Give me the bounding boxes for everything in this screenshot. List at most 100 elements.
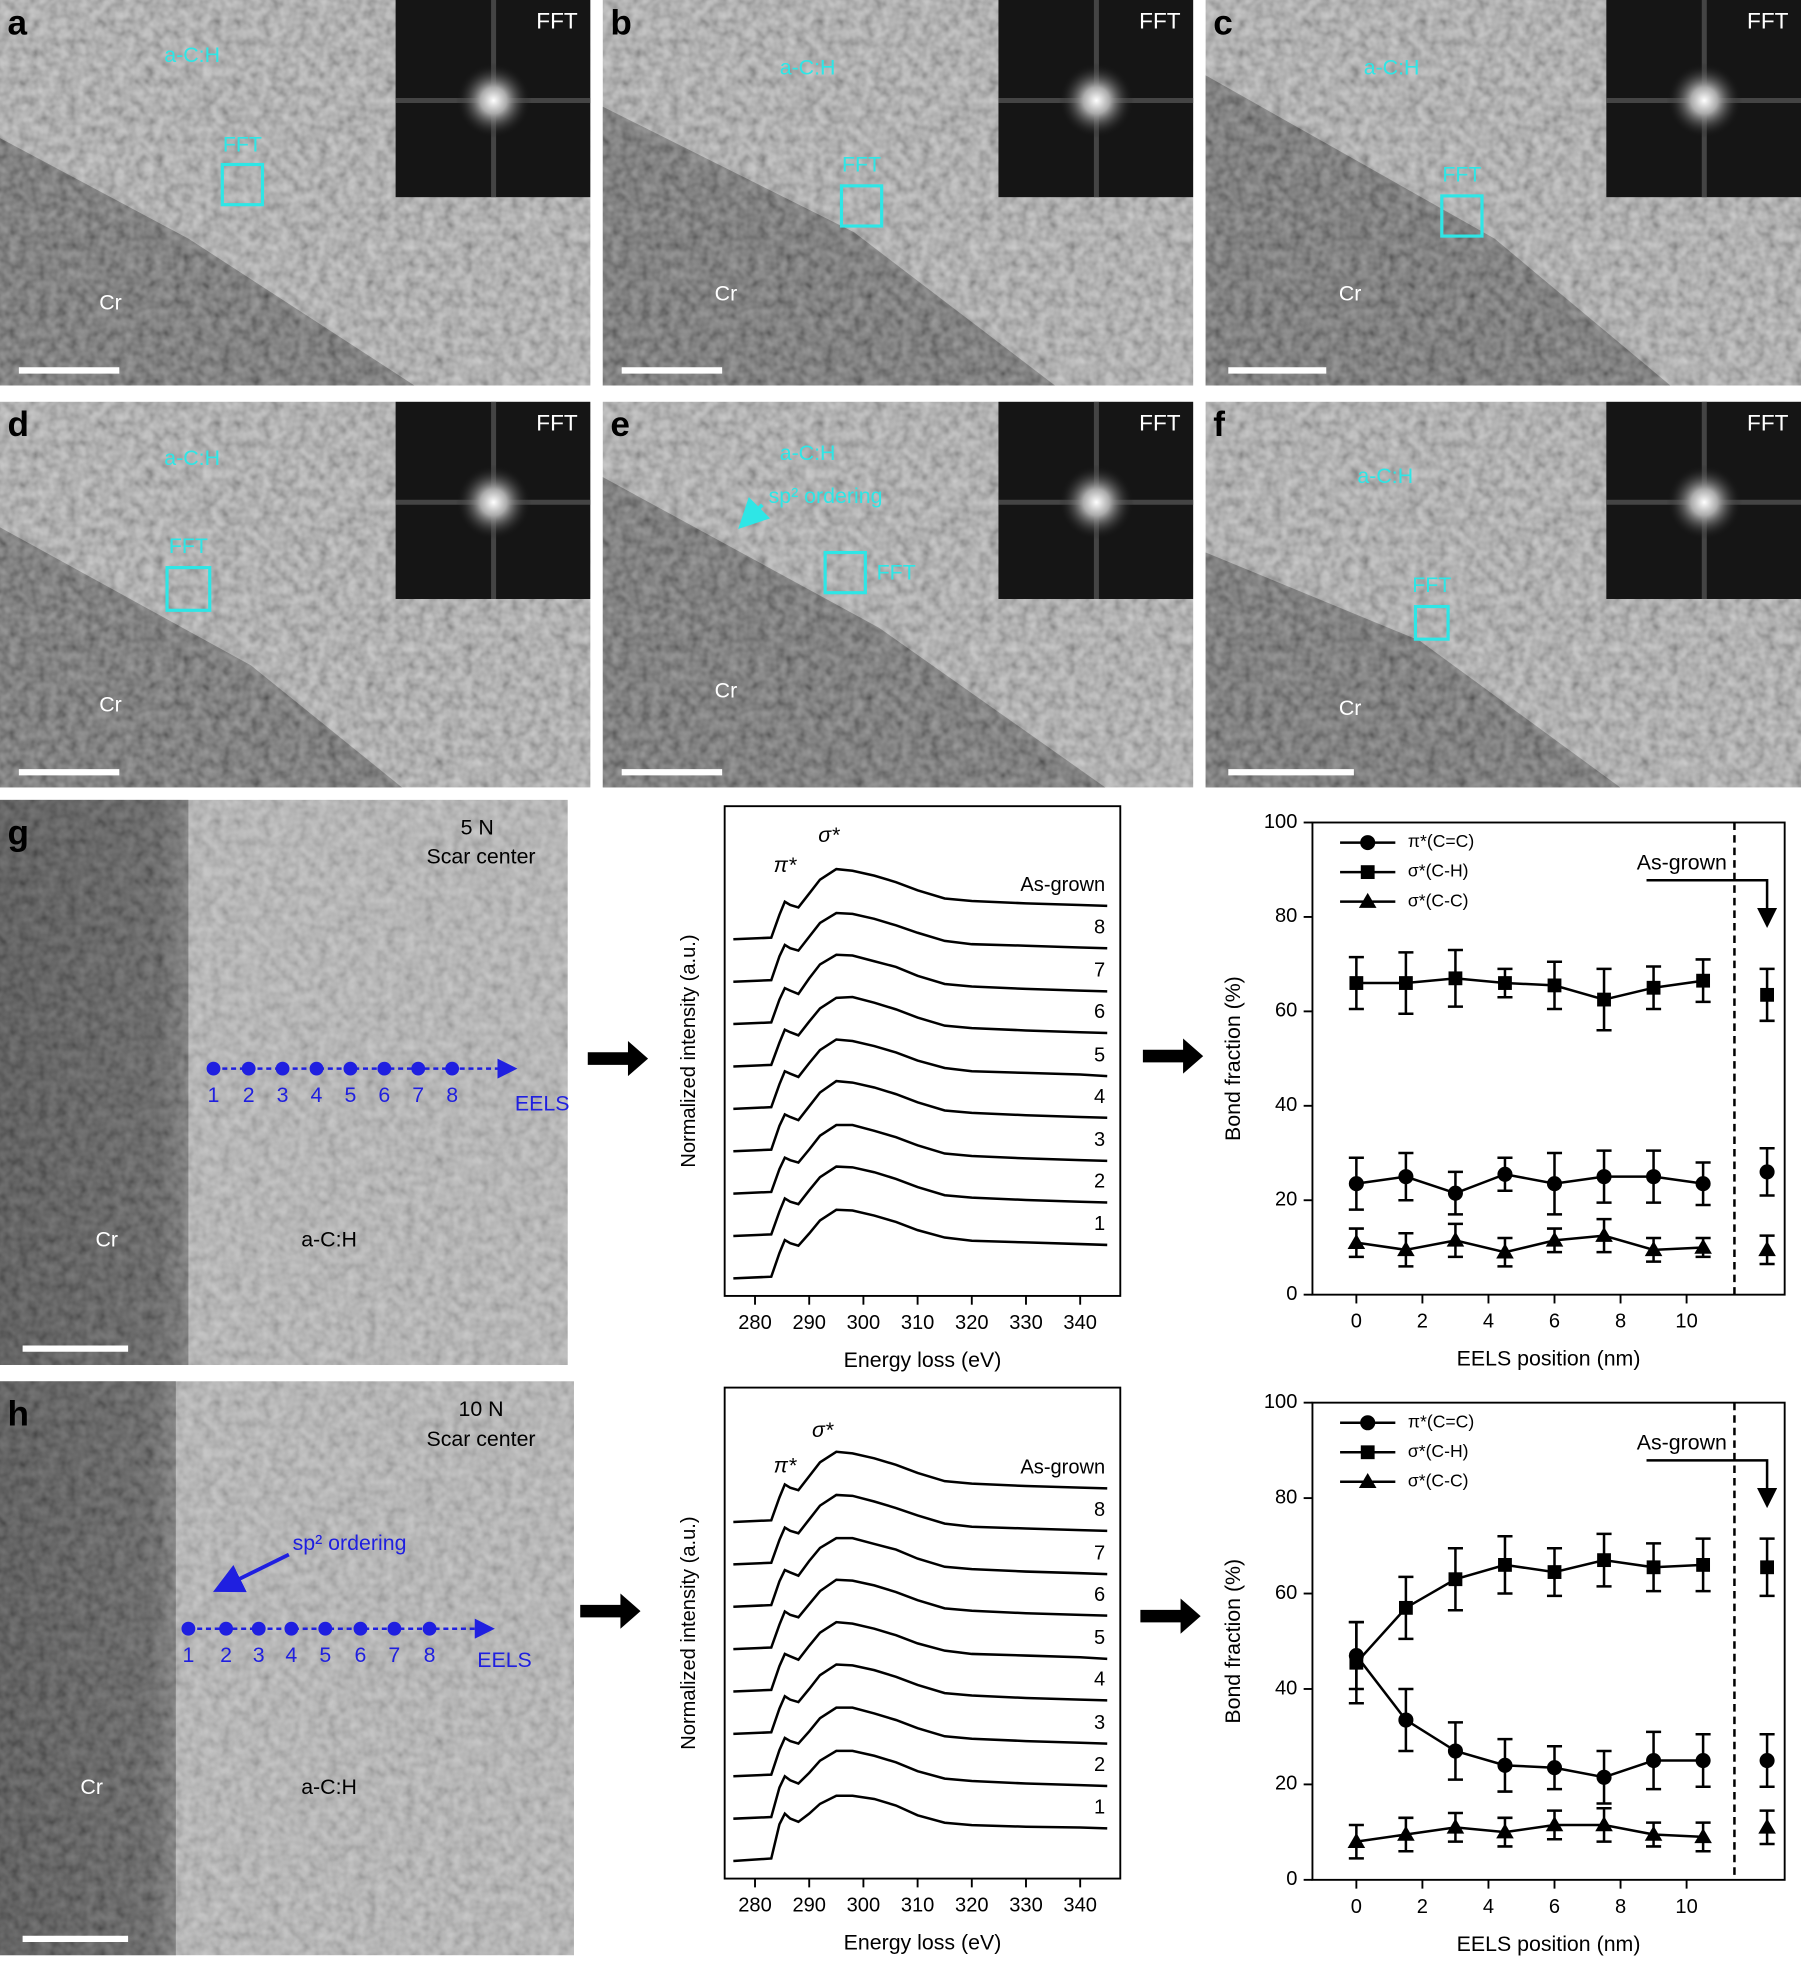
series-line	[1356, 1172, 1704, 1195]
marker	[1760, 1560, 1774, 1575]
substrate-label: Cr	[715, 282, 738, 306]
fft-spot	[1666, 62, 1742, 139]
eels-point-label: 3	[277, 1083, 289, 1107]
marker	[1759, 1753, 1775, 1769]
x-tick-label: 4	[1483, 1311, 1494, 1333]
spectrum-label: 8	[1094, 1499, 1105, 1521]
marker	[1547, 978, 1562, 993]
panel-label: e	[610, 405, 630, 444]
plot-frame	[1311, 1401, 1786, 1881]
spectrum	[733, 1749, 1108, 1820]
marker	[1498, 976, 1512, 990]
tem-panel: FFT a a-C:H FFT Cr	[0, 0, 591, 386]
eels-arrow-label: EELS	[515, 1092, 570, 1116]
spectrum	[733, 1208, 1108, 1280]
tem-panel: FFT d a-C:H FFT Cr	[0, 401, 591, 788]
tem-panel: FFT e a-C:H FFT Cr sp² ordering	[602, 401, 1194, 788]
fft-spot	[1058, 62, 1135, 139]
spectrum-label: 2	[1094, 1171, 1105, 1193]
plot-frame	[723, 1386, 1122, 1880]
y-axis-label: Bond fraction (%)	[1221, 976, 1245, 1141]
eels-point	[181, 1621, 196, 1636]
x-tick-label: 320	[955, 1895, 989, 1917]
panel-label: c	[1213, 3, 1233, 42]
panel-label: a	[8, 3, 28, 42]
legend-label: σ*(C-C)	[1408, 890, 1469, 910]
panel-label: g	[8, 813, 29, 852]
y-tick-label: 60	[1275, 1000, 1297, 1022]
marker	[1447, 1743, 1463, 1759]
marker	[1758, 1241, 1776, 1257]
substrate-label: Cr	[1339, 696, 1362, 720]
marker	[1696, 973, 1711, 988]
x-tick-label: 8	[1615, 1896, 1626, 1918]
marker	[1397, 1825, 1415, 1841]
substrate-label: Cr	[1339, 282, 1362, 306]
tem-texture	[0, 1381, 574, 1956]
y-tick-label: 20	[1275, 1189, 1297, 1211]
spectrum	[733, 1450, 1108, 1524]
marker	[1644, 1241, 1663, 1257]
x-tick-label: 320	[955, 1312, 989, 1334]
x-tick-label: 340	[1063, 1312, 1097, 1334]
spectrum-label: 6	[1094, 1001, 1105, 1023]
spectrum-label: As-grown	[1020, 874, 1105, 896]
x-tick-label: 280	[738, 1312, 772, 1334]
eels-point	[377, 1061, 392, 1076]
location-label: Scar center	[426, 1427, 535, 1451]
annotation-arrow	[213, 1552, 290, 1593]
x-tick-label: 290	[792, 1312, 826, 1334]
fft-box	[165, 566, 212, 612]
legend-marker	[1360, 1415, 1376, 1431]
marker	[1496, 1823, 1514, 1839]
marker	[1498, 1557, 1512, 1572]
x-tick-label: 310	[901, 1895, 935, 1917]
fft-box-label: FFT	[877, 561, 916, 585]
eels-point-label: 8	[424, 1643, 436, 1667]
load-label: 5 N	[461, 815, 494, 839]
peak-label: σ*	[818, 823, 840, 847]
legend-marker	[1360, 865, 1375, 880]
x-tick-label: 280	[738, 1895, 772, 1917]
eels-image: g 5 N Scar center 1 2 3 4 5 6 7 8 EELS Cr a-C:H	[0, 799, 570, 1365]
y-tick-label: 80	[1275, 1486, 1297, 1508]
eels-point	[309, 1061, 324, 1076]
y-tick-label: 20	[1275, 1773, 1297, 1795]
x-tick-label: 0	[1351, 1896, 1362, 1918]
load-label: 10 N	[458, 1397, 503, 1421]
series-line	[1356, 1234, 1704, 1254]
fft-box	[823, 550, 867, 595]
substrate-label: Cr	[95, 1227, 118, 1251]
inset-label: FFT	[536, 9, 578, 34]
y-tick-label: 100	[1264, 811, 1298, 833]
y-axis-label: Normalized intensity (a.u.)	[678, 1516, 700, 1749]
eels-point-label: 3	[253, 1643, 265, 1667]
reference-arrow	[1646, 879, 1778, 928]
peak-label: π*	[774, 1453, 797, 1477]
marker	[1646, 980, 1661, 995]
x-tick-label: 290	[792, 1895, 826, 1917]
spectrum-label: 1	[1094, 1213, 1105, 1235]
eels-point-label: 5	[319, 1643, 331, 1667]
x-axis-label: EELS position (nm)	[1457, 1932, 1641, 1956]
eels-point	[445, 1061, 460, 1076]
spectrum	[733, 911, 1108, 983]
eels-point-label: 4	[311, 1083, 323, 1107]
marker	[1644, 1825, 1663, 1841]
marker	[1497, 1166, 1513, 1182]
y-tick-label: 0	[1286, 1868, 1297, 1890]
substrate-label: Cr	[99, 291, 122, 315]
matrix-label: a-C:H	[164, 43, 220, 67]
annotation: sp² ordering	[769, 484, 883, 508]
marker	[1546, 1176, 1563, 1192]
marker	[1696, 1557, 1711, 1572]
marker	[1347, 1832, 1366, 1848]
substrate-label: Cr	[99, 692, 122, 716]
marker	[1446, 1231, 1465, 1247]
legend-label: π*(C=C)	[1408, 1411, 1474, 1431]
eels-point	[275, 1061, 290, 1076]
tem-panel: FFT c a-C:H FFT Cr	[1205, 0, 1801, 386]
series-line	[1355, 1558, 1704, 1664]
marker	[1545, 1231, 1564, 1247]
y-axis-label: Normalized intensity (a.u.)	[678, 934, 700, 1167]
